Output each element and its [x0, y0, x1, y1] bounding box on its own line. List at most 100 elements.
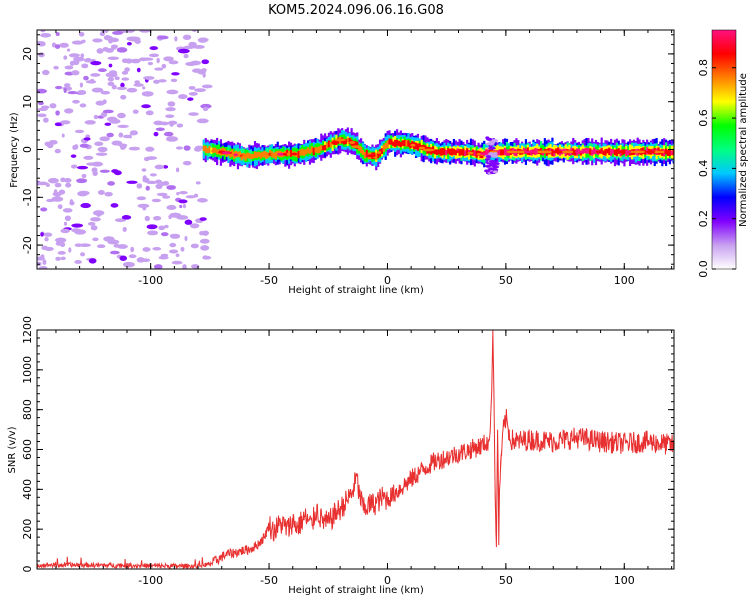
signal-cell	[587, 148, 590, 154]
signal-cell	[392, 141, 395, 147]
noise-speckle	[188, 41, 197, 47]
noise-speckle	[147, 230, 159, 236]
y-tick-label: 0	[21, 146, 34, 153]
signal-cell	[407, 140, 410, 147]
noise-speckle	[200, 245, 210, 251]
noise-speckle	[84, 120, 96, 125]
disturbance-cell	[488, 167, 495, 171]
noise-speckle	[88, 258, 97, 264]
noise-speckle	[142, 247, 151, 252]
noise-speckle	[185, 61, 197, 66]
noise-speckle	[133, 83, 144, 87]
noise-speckle	[153, 120, 164, 126]
noise-speckle	[76, 178, 88, 184]
noise-speckle	[112, 30, 124, 35]
noise-speckle	[68, 53, 80, 58]
signal-cell	[644, 150, 647, 155]
signal-cell	[267, 152, 270, 158]
noise-speckle	[107, 77, 115, 82]
signal-cell	[502, 149, 505, 156]
x-tick-label: -50	[260, 274, 278, 287]
noise-speckle	[166, 205, 177, 211]
noise-speckle	[43, 117, 49, 123]
signal-cell	[208, 145, 211, 153]
noise-speckle	[70, 164, 78, 169]
noise-speckle	[121, 77, 130, 81]
signal-cell	[466, 148, 469, 156]
signal-hotspot	[595, 150, 603, 154]
noise-speckle	[107, 56, 120, 60]
noise-speckle	[80, 202, 91, 209]
x-tick-label: 0	[384, 274, 391, 287]
signal-cell	[325, 142, 329, 149]
noise-speckle	[80, 252, 86, 257]
noise-speckle	[90, 225, 98, 231]
signal-cell	[384, 142, 387, 149]
noise-speckle	[90, 61, 102, 66]
signal-cell	[388, 138, 391, 145]
signal-cell	[390, 139, 393, 145]
noise-speckle	[92, 237, 99, 242]
signal-cell	[439, 148, 442, 156]
noise-speckle	[95, 100, 105, 106]
noise-speckle	[161, 63, 167, 69]
signal-cell	[257, 151, 260, 158]
noise-speckle	[176, 191, 180, 196]
noise-speckle	[45, 183, 50, 188]
noise-speckle	[143, 76, 155, 80]
signal-hotspot	[349, 141, 356, 144]
signal-cell	[289, 149, 293, 157]
signal-hotspot	[398, 142, 406, 146]
noise-speckle	[168, 214, 172, 220]
noise-speckle	[37, 113, 47, 118]
noise-speckle	[141, 91, 154, 97]
signal-hotspot	[285, 152, 291, 156]
noise-speckle	[95, 152, 108, 156]
noise-speckle	[54, 182, 62, 188]
signal-cell	[433, 149, 437, 155]
signal-cell	[248, 152, 251, 159]
noise-speckle	[55, 256, 61, 261]
noise-speckle	[177, 48, 190, 54]
signal-hotspot	[542, 150, 553, 154]
noise-speckle	[41, 69, 50, 76]
noise-speckle	[107, 181, 116, 186]
noise-speckle	[81, 63, 89, 69]
noise-speckle	[97, 68, 107, 73]
signal-cell	[409, 142, 412, 149]
y-tick-label: 800	[21, 399, 34, 420]
signal-cell	[498, 149, 501, 156]
noise-speckle	[87, 222, 96, 226]
noise-speckle	[120, 82, 125, 88]
noise-speckle	[47, 177, 59, 184]
signal-hotspot	[241, 155, 249, 158]
noise-speckle	[44, 246, 54, 252]
signal-cell	[505, 149, 509, 156]
noise-speckle	[121, 215, 132, 220]
signal-hotspot	[233, 153, 238, 157]
noise-speckle	[77, 190, 88, 197]
signal-hotspot	[410, 143, 416, 147]
noise-speckle	[155, 183, 163, 190]
noise-speckle	[179, 204, 183, 209]
signal-hotspot	[603, 150, 609, 154]
signal-cell	[359, 147, 363, 154]
noise-speckle	[195, 181, 201, 185]
noise-speckle	[74, 129, 85, 134]
noise-speckle	[178, 191, 188, 195]
noise-speckle	[175, 253, 180, 257]
noise-speckle	[165, 107, 176, 112]
colorbar-label: Normalized spectral amplitude	[738, 73, 749, 227]
x-tick-label: -100	[138, 274, 163, 287]
noise-speckle	[196, 118, 209, 124]
noise-speckle	[97, 189, 105, 195]
noise-speckle	[59, 120, 71, 125]
colorbar-tick-label: 0.0	[697, 260, 710, 278]
signal-cell	[252, 153, 255, 159]
noise-speckle	[40, 232, 44, 237]
noise-speckle	[62, 208, 73, 213]
noise-speckle	[120, 145, 127, 149]
noise-speckle	[142, 177, 150, 183]
